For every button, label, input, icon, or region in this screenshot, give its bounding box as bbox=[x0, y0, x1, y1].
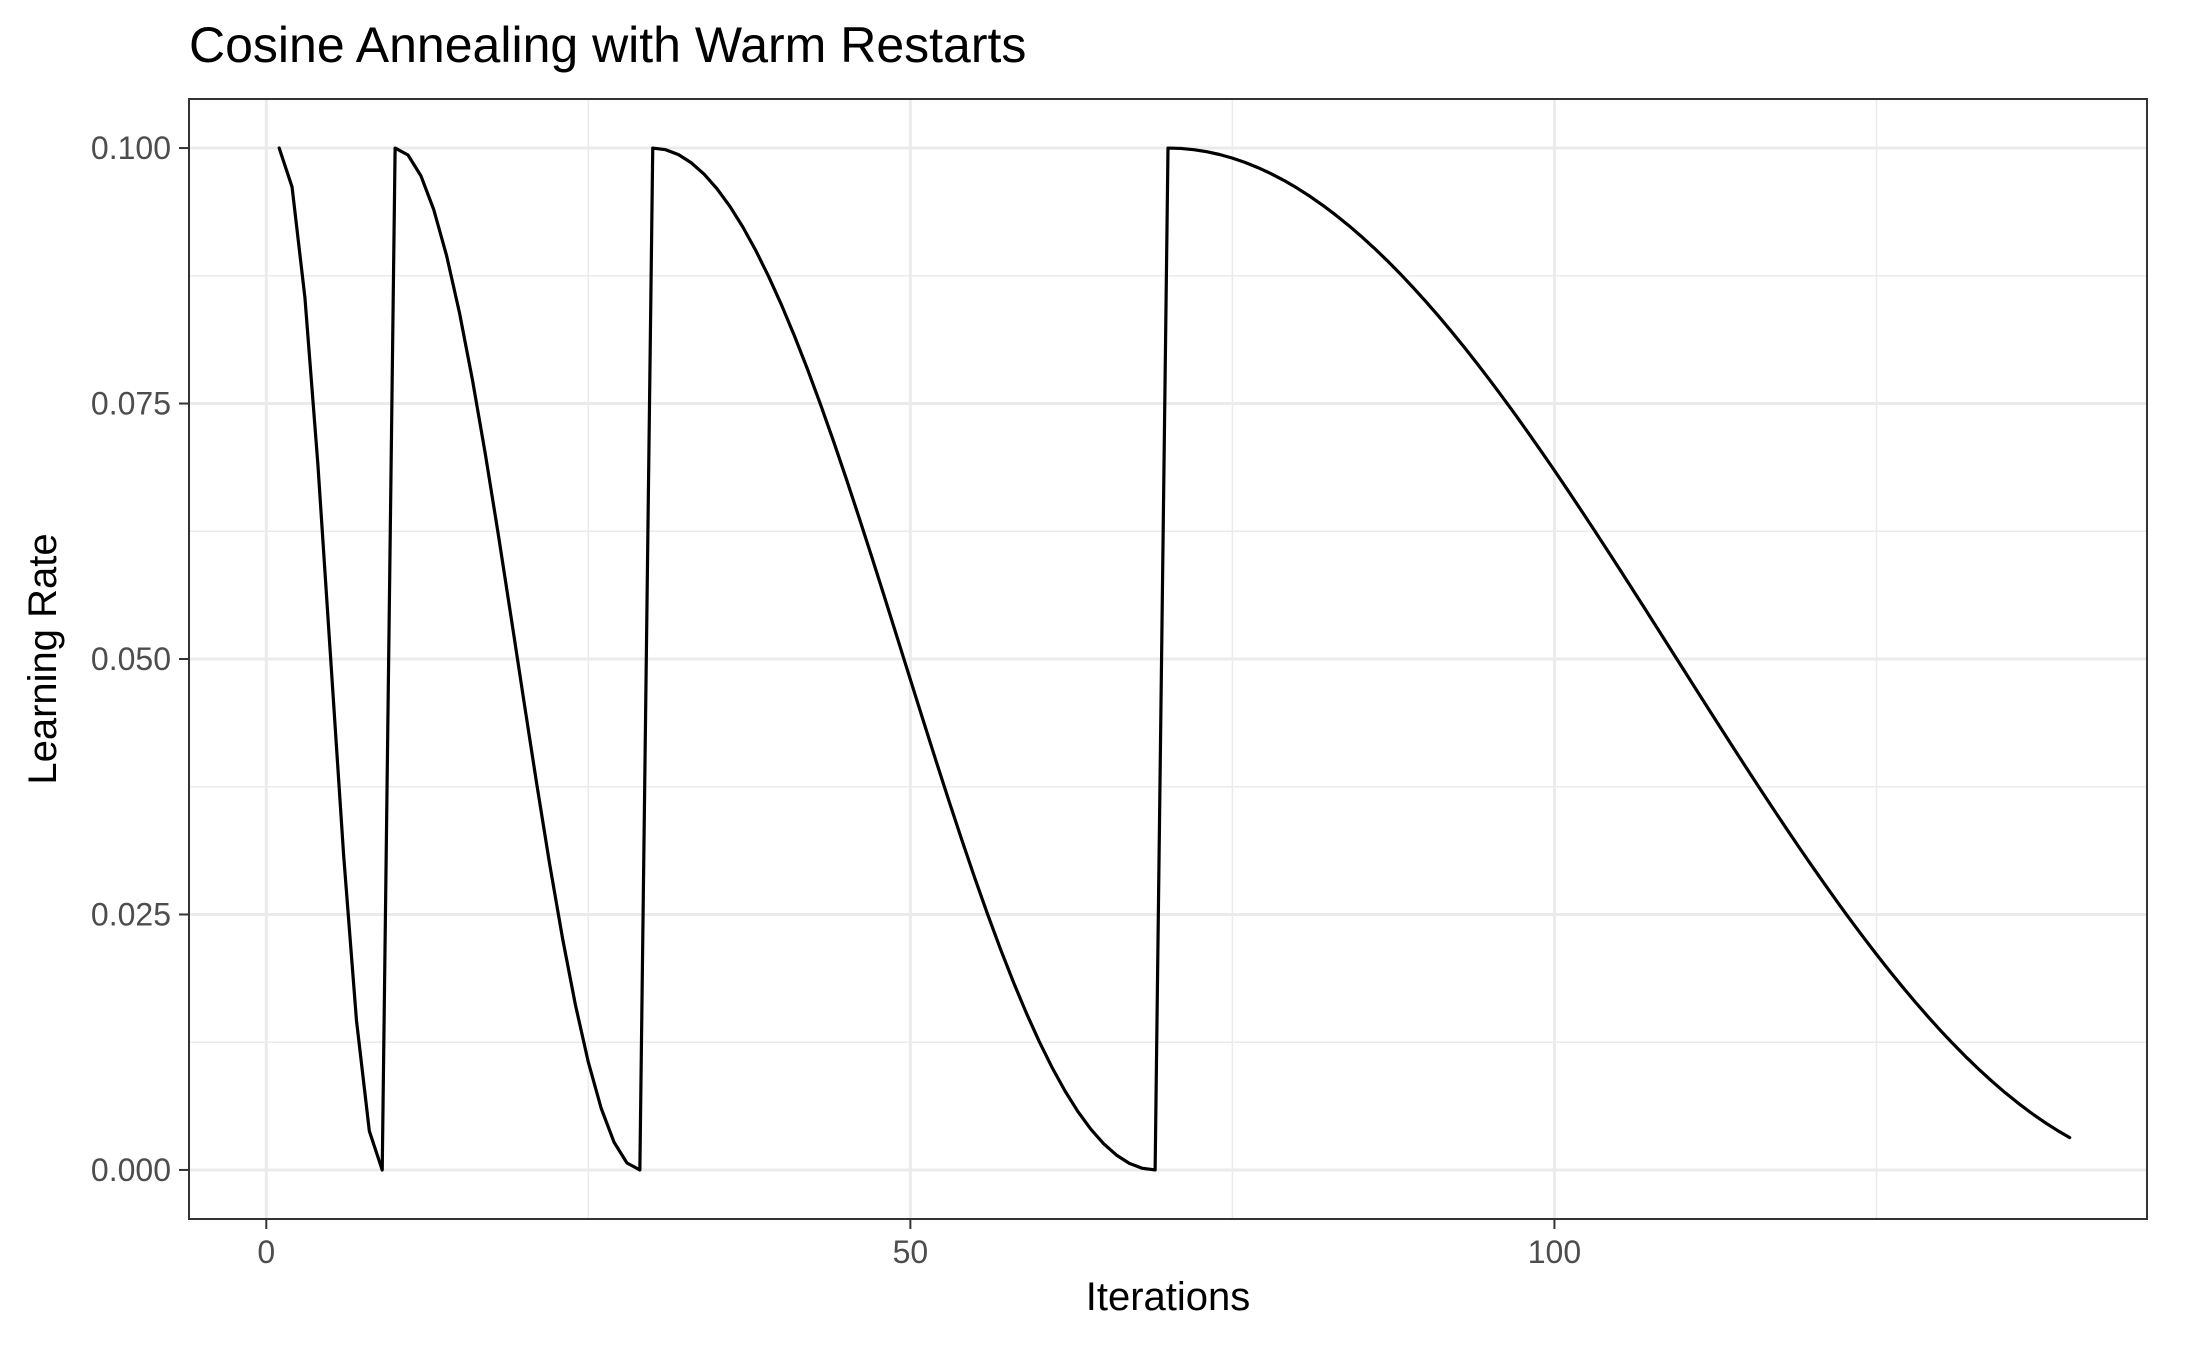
y-tick-label: 0.000 bbox=[91, 1152, 171, 1188]
x-tick-label: 100 bbox=[1528, 1234, 1581, 1270]
series-layer bbox=[277, 146, 2072, 1172]
x-tick-label: 0 bbox=[257, 1234, 275, 1270]
learning-rate-line bbox=[277, 146, 2072, 1172]
y-tick-label: 0.075 bbox=[91, 386, 171, 422]
y-tick-label: 0.050 bbox=[91, 641, 171, 677]
chart-title: Cosine Annealing with Warm Restarts bbox=[189, 17, 1026, 73]
x-tick-label: 50 bbox=[893, 1234, 929, 1270]
major-gridlines bbox=[189, 99, 2147, 1219]
y-tick-label: 0.100 bbox=[91, 130, 171, 166]
y-axis-title: Learning Rate bbox=[21, 533, 65, 784]
minor-gridlines bbox=[189, 99, 2147, 1219]
y-axis: 0.000 0.025 0.050 0.075 0.100 bbox=[91, 130, 189, 1188]
y-tick-label: 0.025 bbox=[91, 896, 171, 932]
x-axis-title: Iterations bbox=[1086, 1275, 1251, 1319]
x-axis: 0 50 100 bbox=[257, 1219, 1581, 1270]
